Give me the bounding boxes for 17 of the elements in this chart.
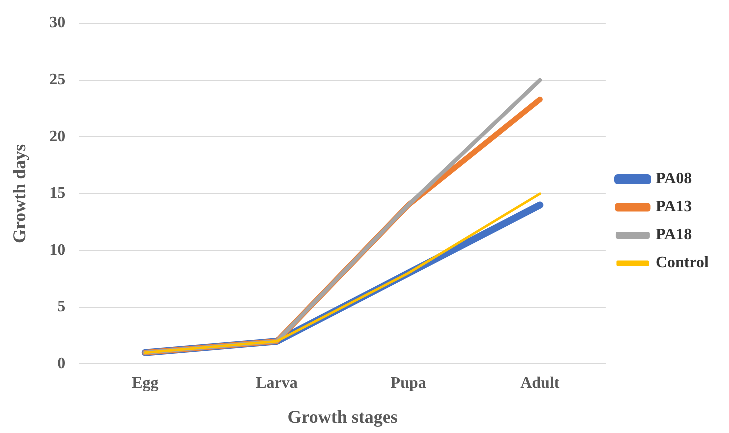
- y-tick-label: 20: [50, 128, 66, 146]
- y-tick-label: 25: [50, 72, 66, 89]
- legend-label: Control: [656, 254, 710, 272]
- y-tick-label: 0: [58, 355, 66, 372]
- legend-label: PA08: [656, 170, 692, 188]
- x-tick-label: Egg: [132, 374, 159, 392]
- y-tick-label: 30: [50, 14, 66, 32]
- x-tick-label: Pupa: [390, 374, 426, 392]
- y-tick-label: 15: [50, 185, 66, 202]
- legend-label: PA13: [656, 198, 692, 216]
- y-tick-label: 5: [58, 298, 66, 316]
- y-axis-title: Growth days: [9, 144, 30, 244]
- x-axis-title: Growth stages: [288, 406, 398, 427]
- y-tick-label: 10: [50, 242, 66, 259]
- x-tick-label: Larva: [256, 374, 298, 392]
- x-tick-label: Adult: [520, 374, 560, 392]
- legend-label: PA18: [656, 226, 692, 244]
